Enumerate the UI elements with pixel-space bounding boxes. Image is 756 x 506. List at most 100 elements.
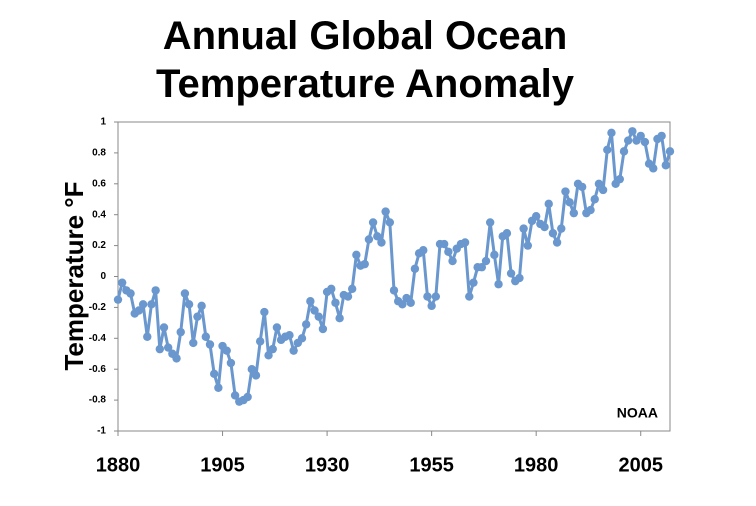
y-tick-label: 0 — [100, 271, 106, 282]
y-tick-label: -0.8 — [89, 395, 107, 406]
data-point — [619, 147, 629, 156]
data-point — [423, 292, 432, 301]
data-point — [381, 207, 390, 216]
data-point — [226, 358, 236, 368]
y-tick-label: -0.6 — [89, 364, 107, 375]
data-point — [301, 320, 311, 329]
data-point — [481, 256, 491, 266]
data-point — [180, 289, 190, 298]
data-point — [373, 232, 382, 241]
x-tick-label: 2005 — [618, 454, 663, 476]
data-point — [607, 128, 616, 138]
x-tick-label: 1880 — [96, 454, 141, 476]
data-point — [176, 327, 185, 337]
data-point — [661, 161, 671, 170]
data-point — [159, 323, 169, 332]
data-point — [314, 312, 323, 321]
data-point — [310, 306, 319, 315]
data-point — [615, 174, 625, 184]
data-point — [134, 306, 144, 315]
data-point — [502, 229, 512, 238]
data-point — [331, 298, 340, 307]
data-point — [138, 300, 148, 309]
data-point — [352, 250, 361, 260]
data-point — [389, 286, 399, 295]
data-point — [360, 259, 369, 269]
data-point — [485, 218, 495, 227]
data-point — [251, 371, 261, 380]
data-point — [143, 332, 152, 341]
data-point — [285, 331, 294, 340]
chart-title: Annual Global Ocean Temperature Anomaly — [156, 14, 574, 106]
data-point — [255, 337, 265, 346]
data-point — [431, 292, 441, 301]
data-point — [477, 263, 487, 272]
data-point — [247, 365, 257, 374]
data-point — [569, 208, 579, 218]
data-point — [272, 323, 282, 332]
data-point — [147, 300, 156, 309]
series-line — [116, 129, 672, 404]
data-point — [657, 131, 666, 141]
data-point — [347, 284, 357, 294]
data-point — [444, 247, 453, 256]
data-point — [368, 218, 378, 227]
data-point — [155, 344, 165, 354]
data-point — [268, 344, 277, 354]
x-tick-label: 1905 — [200, 454, 245, 476]
x-tick-label: 1955 — [409, 454, 454, 476]
data-point — [544, 199, 553, 209]
data-point — [603, 145, 612, 155]
data-point — [163, 343, 173, 352]
data-point — [515, 273, 524, 283]
data-point — [117, 278, 127, 287]
data-point — [410, 264, 420, 273]
data-point — [214, 383, 223, 392]
data-point — [209, 369, 219, 379]
annotation: NOAA — [617, 405, 658, 421]
data-point — [590, 195, 599, 204]
data-point — [230, 391, 240, 400]
data-point — [598, 185, 608, 195]
data-point — [327, 284, 336, 294]
data-point — [189, 338, 198, 348]
y-axis-label: Temperature °F — [59, 181, 89, 370]
data-point — [406, 298, 415, 307]
x-tick-label: 1980 — [514, 454, 559, 476]
data-point — [243, 392, 252, 402]
data-point — [126, 289, 135, 298]
data-point — [552, 238, 562, 247]
data-point — [460, 238, 470, 247]
data-point — [577, 182, 587, 192]
y-tick-label: 0.2 — [92, 240, 106, 251]
y-tick-label: 0.8 — [92, 148, 106, 159]
data-point — [565, 198, 574, 207]
data-point — [343, 292, 353, 301]
data-point — [561, 187, 570, 196]
data-point — [297, 334, 307, 343]
data-point — [557, 224, 566, 233]
data-point — [548, 229, 558, 238]
data-point — [427, 301, 436, 311]
data-point — [222, 346, 231, 355]
data-point — [172, 354, 181, 363]
y-tick-label: 0.4 — [92, 209, 106, 220]
y-tick-label: -0.4 — [89, 333, 107, 344]
y-tick-label: 0.6 — [92, 178, 106, 189]
data-point — [197, 301, 206, 311]
data-point — [151, 286, 160, 295]
x-tick-label: 1930 — [305, 454, 350, 476]
data-point — [494, 280, 503, 289]
data-point — [398, 300, 407, 309]
y-tick-label: -0.2 — [89, 302, 107, 313]
data-point — [306, 297, 315, 306]
data-point — [594, 179, 604, 188]
data-point — [665, 147, 675, 156]
data-point — [377, 238, 386, 247]
data-point — [289, 346, 298, 355]
data-point — [506, 269, 516, 278]
data-point — [419, 246, 428, 255]
data-point — [335, 314, 344, 323]
data-point — [636, 131, 645, 141]
